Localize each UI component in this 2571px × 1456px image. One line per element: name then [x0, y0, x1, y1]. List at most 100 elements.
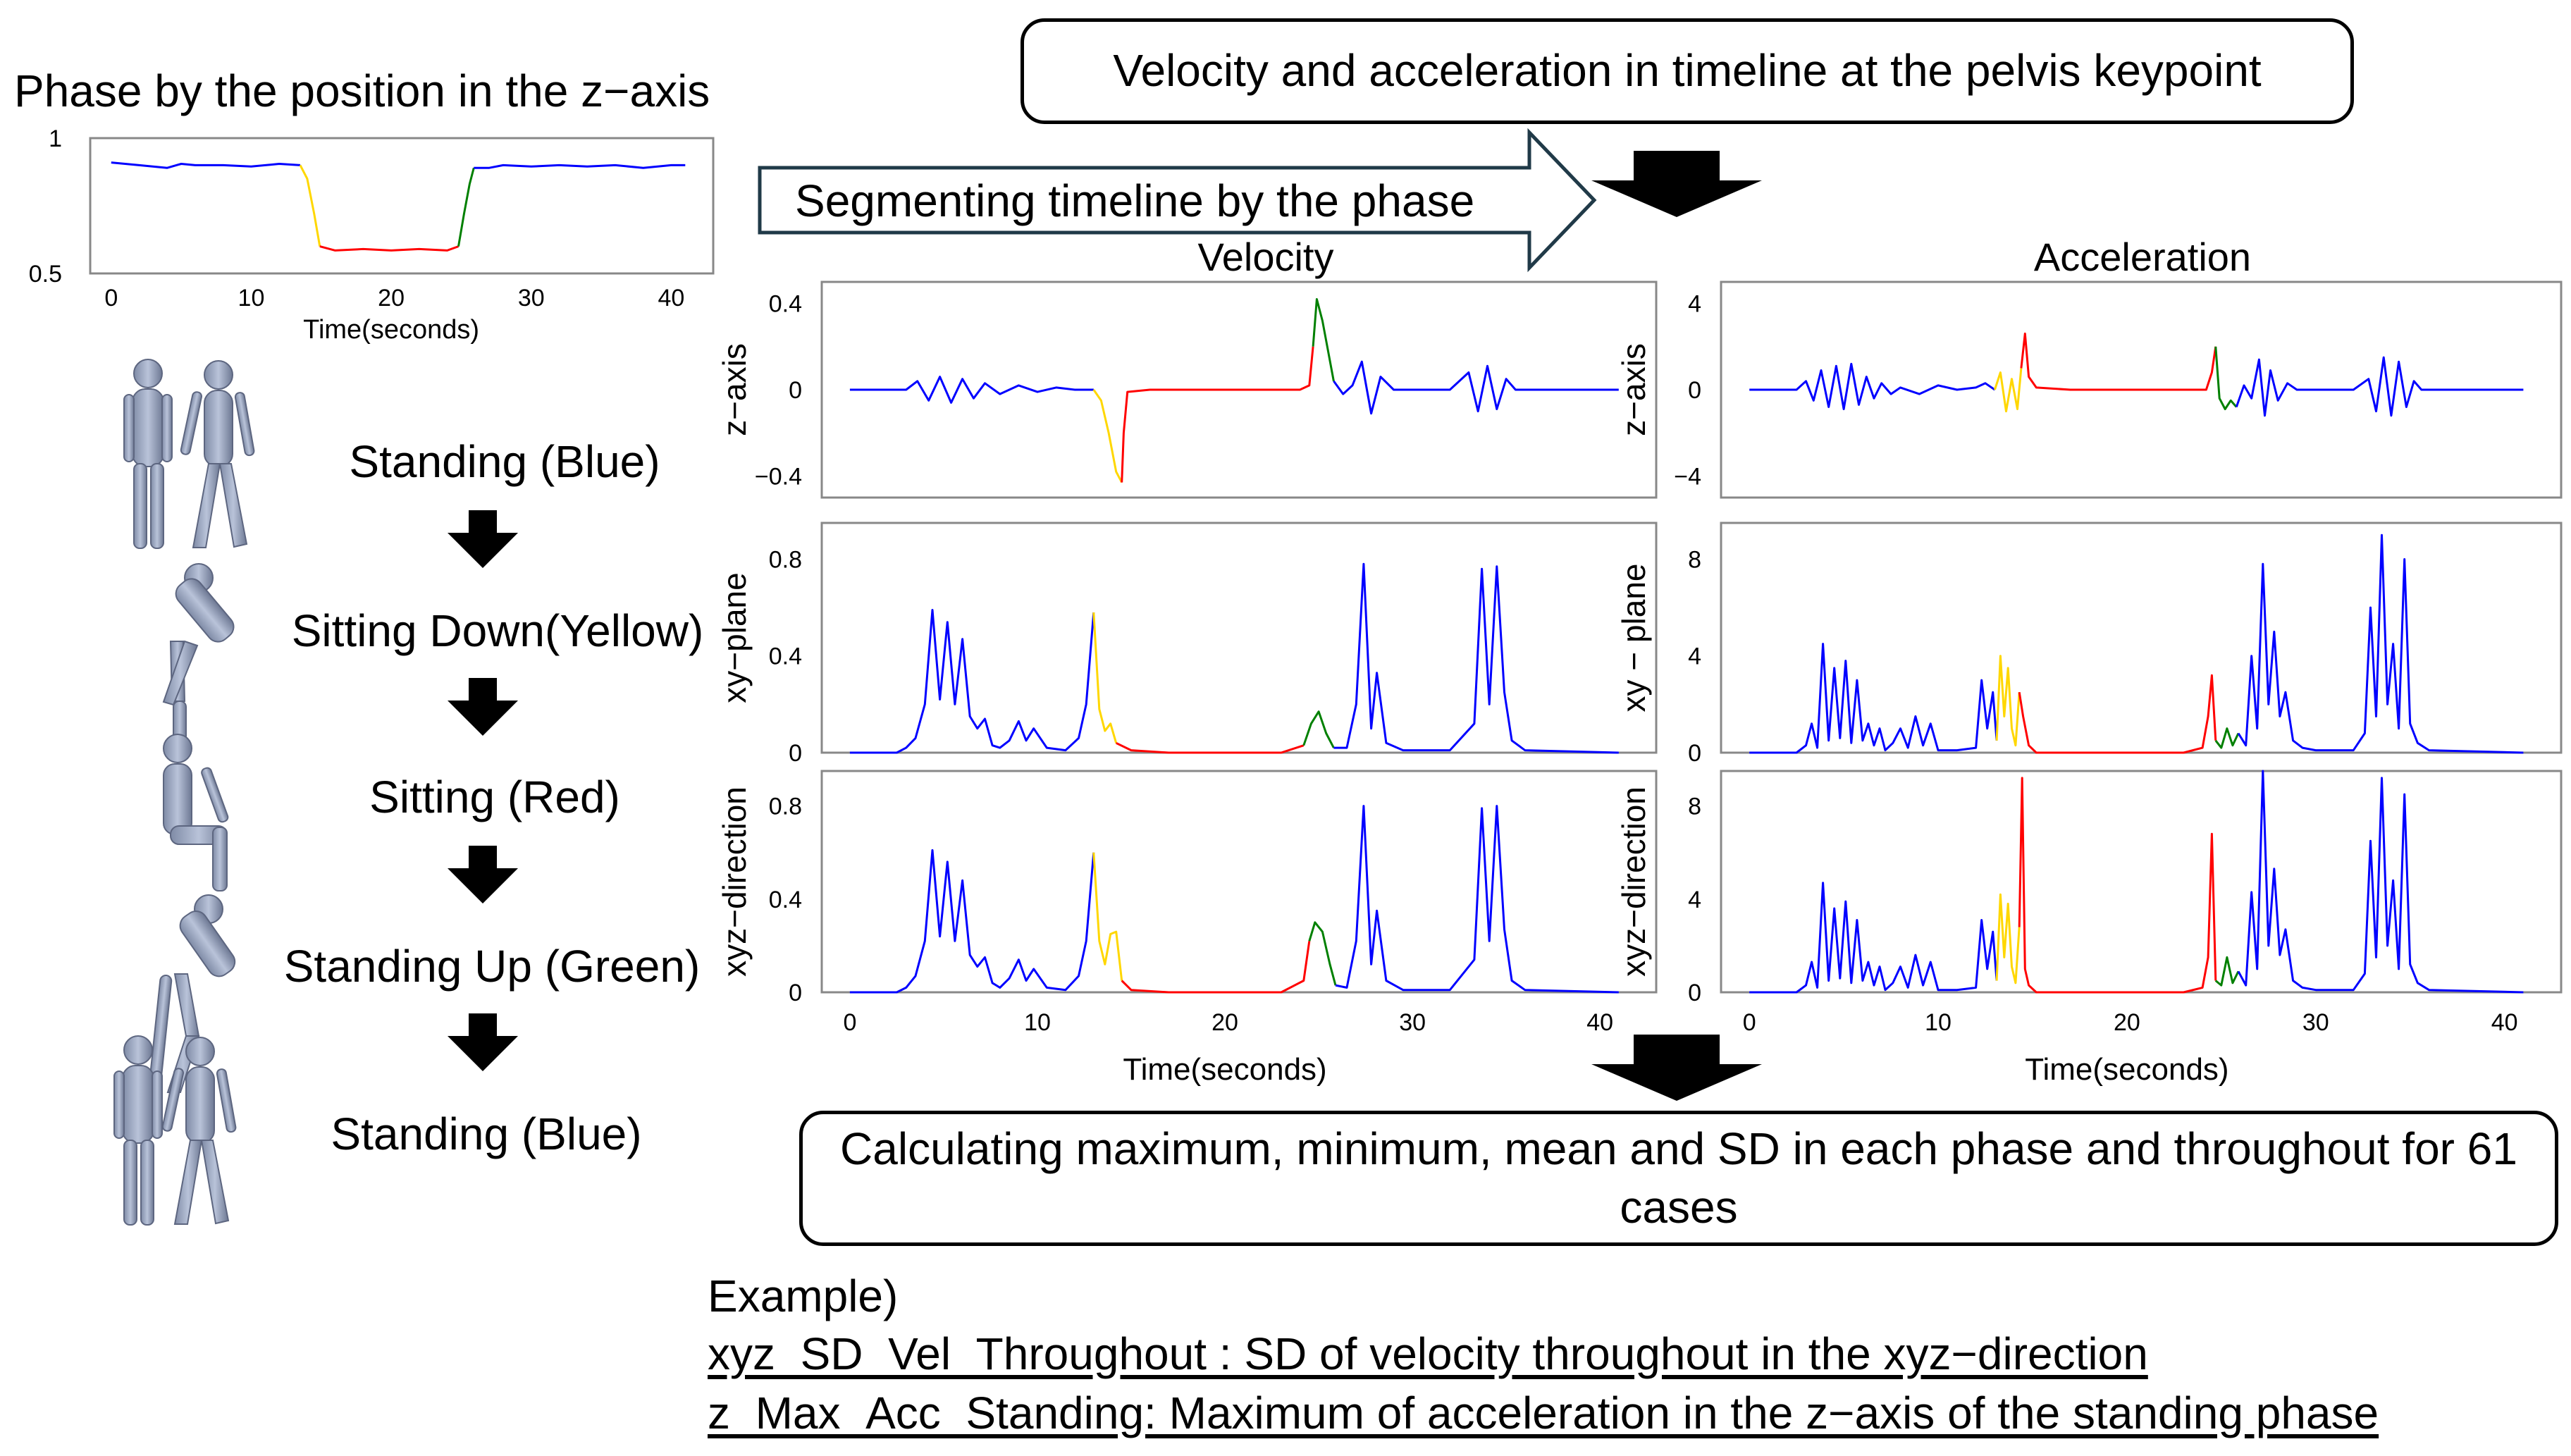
calculation-box: Calculating maximum, minimum, mean and S… — [799, 1111, 2558, 1246]
velocity-panel-1-series-1-sitting-down — [1092, 612, 1118, 744]
velocity-xtick-1: 10 — [1024, 1009, 1051, 1036]
acceleration-panel-2-ytick-1: 4 — [1688, 887, 1701, 913]
acceleration-panel-2-ytick-2: 0 — [1688, 980, 1701, 1006]
phase-chart-plot: 1 0.5 0 10 20 30 40 Time(seconds) — [29, 125, 686, 345]
velocity-panel-0-ytick-0: 0.4 — [769, 291, 802, 318]
acceleration-panel-1-series-1-sitting-down — [1995, 655, 2021, 747]
velocity-panel-2-ytick-1: 0.4 — [769, 887, 802, 913]
velocity-xtick-3: 30 — [1399, 1009, 1426, 1036]
velocity-panel-2-series-2-sitting — [1121, 941, 1311, 994]
acceleration-panel-1-ytick-0: 8 — [1688, 546, 1701, 573]
velocity-panel-1-series-3-standing-up — [1302, 710, 1335, 748]
acceleration-panel-2-ylabel: xyz−direction — [1615, 786, 1652, 977]
phase-series-1-sitting-down — [299, 164, 321, 247]
acceleration-panel-1-ytick-1: 4 — [1688, 643, 1701, 670]
acceleration-panel-2-series-2-sitting — [2018, 777, 2217, 994]
velocity-panel-0-series-3-standing-up — [1312, 298, 1335, 382]
acceleration-xtick-3: 30 — [2302, 1009, 2329, 1036]
velocity-xtick-0: 0 — [843, 1009, 856, 1036]
phase-series-3-standing-up — [457, 167, 475, 247]
figures — [113, 359, 255, 1226]
acceleration-panel-2-series-3-standing-up — [2214, 956, 2240, 987]
velocity-panel-1-ytick-1: 0.4 — [769, 643, 802, 670]
acceleration-panel-2-frame — [1720, 770, 2563, 994]
phase-series-4-standing — [474, 164, 686, 169]
phase-xtick-4: 40 — [658, 285, 684, 311]
phase-ytick-0: 1 — [49, 125, 62, 152]
velocity-panel-2-ylabel: xyz−direction — [716, 786, 753, 977]
phase-title: Phase by the position in the z−axis — [14, 66, 710, 116]
acceleration-panel-0-ytick-1: 0 — [1688, 377, 1701, 404]
velocity-panel-2-series-3-standing-up — [1308, 921, 1337, 986]
phase-chart-frame — [89, 137, 715, 275]
velocity-panel-1-series-2-sitting — [1116, 741, 1305, 754]
velocity-panel-2-series-0-standing — [849, 849, 1095, 994]
example-line-1: xyz_SD_Vel_Throughout : SD of velocity t… — [708, 1328, 2148, 1379]
walking-figure-1 — [180, 360, 255, 548]
phase-xtick-3: 30 — [518, 285, 545, 311]
phase-series-2-sitting — [319, 245, 460, 252]
phase-arrows — [448, 510, 518, 1071]
standing-figure-1 — [123, 359, 173, 549]
standing-figure-2 — [113, 1035, 163, 1226]
sitting-down-figure — [162, 563, 235, 758]
velocity-xlabel: Time(seconds) — [1123, 1052, 1326, 1087]
acceleration-panel-1-series-4-standing — [2237, 533, 2524, 754]
velocity-panel-1-frame — [820, 522, 1658, 754]
down-arrow-top — [1591, 151, 1762, 217]
velocity-panel-0-series-0-standing — [849, 376, 1094, 404]
velocity-title: Velocity — [1197, 235, 1334, 279]
acceleration-panel-1-series-3-standing-up — [2214, 727, 2240, 749]
acceleration-panel-0-ytick-0: 4 — [1688, 291, 1701, 318]
acceleration-panel-0-series-3-standing-up — [2214, 346, 2238, 410]
velocity-panel-2-series-1-sitting-down — [1092, 852, 1123, 981]
phase-xtick-0: 0 — [104, 285, 118, 311]
velocity-panel-1-ylabel: xy−plane — [716, 572, 753, 703]
sitting-figure — [163, 734, 229, 892]
acceleration-xtick-0: 0 — [1743, 1009, 1756, 1036]
acceleration-panel-1-frame — [1720, 522, 2563, 754]
phase-ytick-1: 0.5 — [29, 261, 62, 288]
example-heading: Example) — [708, 1271, 899, 1321]
velocity-panel-2-frame — [820, 770, 1658, 994]
phase-arrow-1 — [448, 510, 518, 568]
acceleration-panel-0-series-4-standing — [2235, 356, 2524, 417]
velocity-panel-2-series-4-standing — [1335, 805, 1619, 994]
phase-label-sitting: Sitting (Red) — [369, 772, 620, 822]
velocity-panel-1-series-4-standing — [1333, 562, 1619, 754]
velocity-charts: 0.40−0.4z−axis0.80.40xy−plane0.80.40xyz−… — [716, 280, 1658, 1087]
phase-arrow-3 — [448, 846, 518, 903]
velocity-panel-2-ytick-0: 0.8 — [769, 794, 802, 820]
acceleration-xtick-1: 10 — [1925, 1009, 1952, 1036]
acceleration-panel-0-series-1-sitting-down — [1993, 368, 2023, 413]
acceleration-panel-0-series-0-standing — [1749, 362, 1996, 410]
segmenting-label: Segmenting timeline by the phase — [795, 175, 1475, 226]
acceleration-panel-1-ytick-2: 0 — [1688, 740, 1701, 767]
velocity-acceleration-box: Velocity and acceleration in timeline at… — [1021, 18, 2354, 124]
walking-figure-2 — [161, 1037, 237, 1225]
acceleration-panel-1-ylabel: xy − plane — [1615, 564, 1652, 712]
acceleration-panel-0-ytick-2: −4 — [1674, 463, 1701, 490]
phase-xlabel: Time(seconds) — [303, 315, 479, 345]
acceleration-xlabel: Time(seconds) — [2025, 1052, 2228, 1087]
acceleration-panel-1-series-0-standing — [1749, 643, 1998, 754]
velocity-panel-2-ytick-2: 0 — [789, 980, 802, 1006]
segmenting-arrow — [758, 128, 1597, 273]
phase-label-sitting-down: Sitting Down(Yellow) — [291, 605, 704, 656]
phase-xtick-2: 20 — [378, 285, 405, 311]
velocity-panel-0-series-2-sitting — [1121, 346, 1314, 483]
velocity-xtick-4: 40 — [1586, 1009, 1613, 1036]
velocity-panel-1-ytick-0: 0.8 — [769, 546, 802, 573]
velocity-panel-0-ytick-2: −0.4 — [755, 463, 802, 490]
velocity-panel-0-series-4-standing — [1333, 360, 1619, 415]
phase-arrow-4 — [448, 1013, 518, 1071]
phase-arrow-2 — [448, 678, 518, 736]
acceleration-panel-2-series-0-standing — [1749, 882, 1998, 994]
example-line-2: z_Max_Acc_Standing: Maximum of accelerat… — [708, 1388, 2379, 1438]
velocity-xtick-2: 20 — [1211, 1009, 1238, 1036]
velocity-panel-1-ytick-2: 0 — [789, 740, 802, 767]
velocity-panel-1-series-0-standing — [849, 609, 1095, 754]
phase-label-standing-2: Standing (Blue) — [331, 1109, 642, 1159]
